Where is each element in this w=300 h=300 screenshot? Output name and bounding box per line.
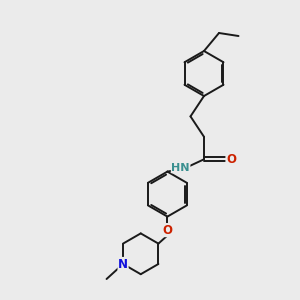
Text: O: O [162,224,172,237]
Text: O: O [226,153,236,166]
Text: N: N [118,257,128,271]
Text: HN: HN [171,163,190,173]
